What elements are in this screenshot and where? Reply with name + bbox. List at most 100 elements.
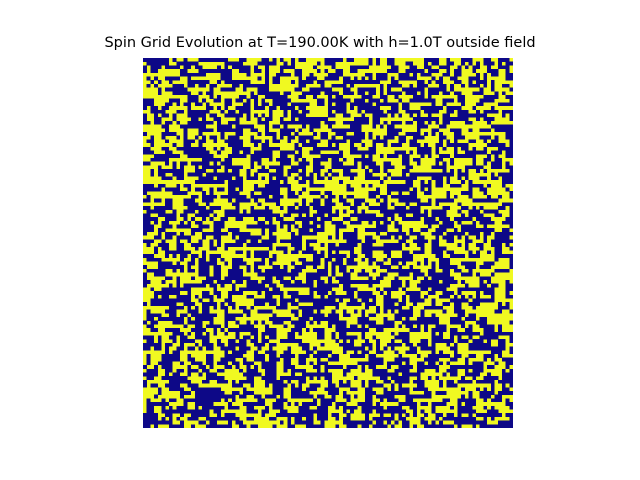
spin-down-cell xyxy=(509,246,513,251)
spin-down-cell xyxy=(431,339,454,343)
spin-down-cell xyxy=(335,324,347,329)
spin-down-cell xyxy=(490,357,495,362)
spin-down-cell xyxy=(346,58,354,62)
spin-down-cell xyxy=(239,424,247,428)
spin-down-cell xyxy=(361,246,403,251)
spin-down-cell xyxy=(231,379,236,384)
spin-down-cell xyxy=(498,206,506,210)
spin-down-cell xyxy=(427,376,432,380)
spin-down-cell xyxy=(457,95,465,99)
spin-down-cell xyxy=(501,113,506,118)
spin-down-cell xyxy=(250,339,258,343)
spin-down-cell xyxy=(272,102,288,107)
spin-down-cell xyxy=(313,346,317,351)
spin-down-cell xyxy=(365,339,369,343)
spin-down-cell xyxy=(279,394,284,399)
spin-down-cell xyxy=(213,117,221,121)
spin-down-cell xyxy=(416,383,425,388)
spin-down-cell xyxy=(431,287,447,292)
spin-down-cell xyxy=(509,209,513,214)
spin-down-cell xyxy=(450,83,454,88)
spin-down-cell xyxy=(368,220,373,225)
spin-down-cell xyxy=(409,328,421,332)
spin-down-cell xyxy=(509,405,513,410)
spin-down-cell xyxy=(368,276,373,281)
spin-down-cell xyxy=(154,117,162,121)
spin-down-cell xyxy=(309,128,314,133)
spin-down-cell xyxy=(498,194,502,199)
spin-down-cell xyxy=(254,187,280,192)
spin-down-cell xyxy=(250,206,255,210)
spin-down-cell xyxy=(420,72,432,77)
spin-down-cell xyxy=(450,254,465,258)
spin-down-cell xyxy=(213,305,218,310)
spin-down-cell xyxy=(213,139,218,144)
spin-down-cell xyxy=(298,80,314,84)
spin-down-cell xyxy=(505,76,513,81)
spin-down-cell xyxy=(457,405,473,410)
spin-down-cell xyxy=(239,324,255,329)
spin-down-cell xyxy=(143,239,155,244)
spin-down-cell xyxy=(383,165,395,170)
spin-down-cell xyxy=(350,65,369,70)
spin-down-cell xyxy=(276,398,288,403)
spin-down-cell xyxy=(194,220,203,225)
spin-down-cell xyxy=(379,91,384,96)
spin-down-cell xyxy=(228,109,236,114)
spin-down-cell xyxy=(302,143,317,147)
spin-down-cell xyxy=(435,368,440,373)
spin-down-cell xyxy=(242,335,251,340)
spin-down-cell xyxy=(372,139,388,144)
spin-down-cell xyxy=(294,146,303,151)
spin-down-cell xyxy=(350,146,358,151)
spin-down-cell xyxy=(353,198,366,203)
spin-down-cell xyxy=(346,261,358,266)
spin-down-cell xyxy=(316,405,329,410)
spin-down-cell xyxy=(154,294,158,299)
spin-down-cell xyxy=(450,331,480,336)
spin-down-cell xyxy=(176,294,192,299)
spin-down-cell xyxy=(331,135,336,140)
spin-down-cell xyxy=(154,83,158,88)
spin-down-cell xyxy=(483,72,488,77)
spin-down-cell xyxy=(187,383,199,388)
spin-down-cell xyxy=(413,302,417,306)
spin-down-cell xyxy=(143,146,151,151)
spin-down-cell xyxy=(146,257,162,262)
spin-down-cell xyxy=(446,143,469,147)
spin-down-cell xyxy=(302,157,306,162)
spin-down-cell xyxy=(505,243,510,247)
spin-down-cell xyxy=(257,169,269,173)
spin-down-cell xyxy=(387,268,421,273)
spin-down-cell xyxy=(224,324,229,329)
spin-down-cell xyxy=(365,235,373,240)
spin-down-cell xyxy=(235,98,243,103)
spin-down-cell xyxy=(409,113,414,118)
spin-down-cell xyxy=(446,61,454,66)
spin-down-cell xyxy=(368,154,373,158)
spin-down-cell xyxy=(305,276,321,281)
spin-down-cell xyxy=(376,220,380,225)
spin-down-cell xyxy=(268,302,277,306)
spin-down-cell xyxy=(431,276,454,281)
spin-down-cell xyxy=(398,191,403,195)
spin-down-cell xyxy=(294,87,303,92)
spin-down-cell xyxy=(224,213,280,218)
spin-down-cell xyxy=(479,265,491,269)
spin-down-cell xyxy=(450,317,462,321)
spin-down-cell xyxy=(220,194,247,199)
spin-down-cell xyxy=(350,139,362,144)
spin-down-cell xyxy=(272,391,284,395)
spin-down-cell xyxy=(461,146,469,151)
spin-down-cell xyxy=(409,143,421,147)
spin-down-cell xyxy=(180,161,188,166)
spin-down-cell xyxy=(387,291,391,295)
spin-down-cell xyxy=(387,58,395,62)
spin-down-cell xyxy=(372,124,377,129)
spin-down-cell xyxy=(479,206,484,210)
spin-down-cell xyxy=(357,106,380,110)
spin-down-cell xyxy=(313,165,325,170)
spin-down-cell xyxy=(490,239,513,244)
spin-down-cell xyxy=(161,135,166,140)
spin-down-cell xyxy=(316,283,340,288)
